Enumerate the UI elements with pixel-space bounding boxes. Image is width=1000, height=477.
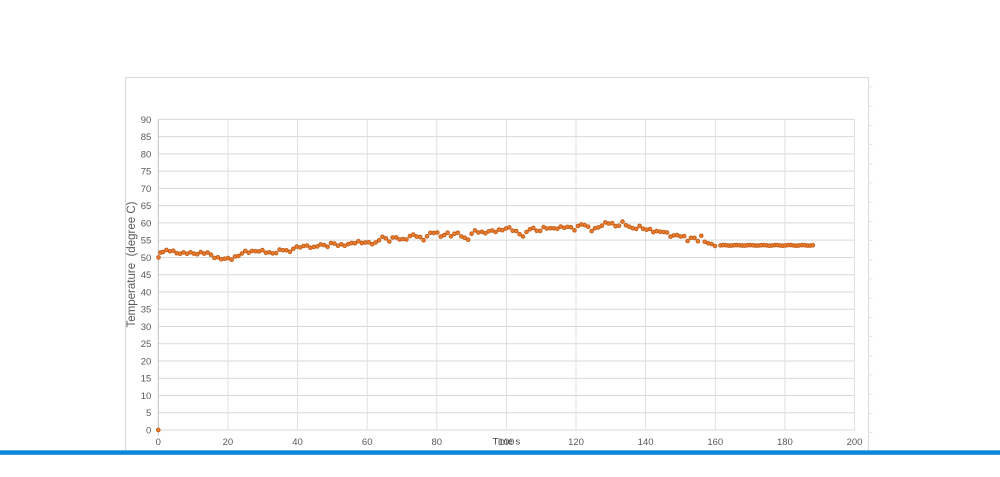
svg-text:20: 20 (223, 437, 234, 448)
svg-text:30: 30 (141, 322, 152, 333)
svg-text:40: 40 (292, 437, 303, 448)
svg-text:40: 40 (141, 287, 152, 298)
svg-text:60: 60 (141, 218, 152, 229)
svg-text:25: 25 (141, 339, 152, 350)
svg-text:200: 200 (847, 437, 863, 448)
svg-text:65: 65 (141, 201, 152, 212)
svg-text:0: 0 (156, 437, 161, 448)
svg-text:70: 70 (141, 184, 152, 195)
svg-text:Time s: Time s (493, 437, 521, 447)
svg-text:Temperature (degree C): Temperature (degree C) (126, 201, 138, 327)
svg-text:35: 35 (141, 305, 152, 316)
svg-text:10: 10 (141, 391, 152, 402)
svg-text:60: 60 (362, 437, 373, 448)
svg-text:45: 45 (141, 270, 152, 281)
svg-text:180: 180 (777, 437, 793, 448)
svg-text:15: 15 (141, 374, 152, 385)
svg-text:85: 85 (141, 132, 152, 143)
svg-text:75: 75 (141, 167, 152, 178)
svg-text:20: 20 (141, 356, 152, 367)
svg-text:55: 55 (141, 236, 152, 247)
svg-text:160: 160 (707, 437, 723, 448)
svg-text:5: 5 (146, 408, 151, 419)
svg-text:80: 80 (141, 149, 152, 160)
svg-text:80: 80 (432, 437, 443, 448)
svg-text:120: 120 (568, 437, 584, 448)
svg-text:0: 0 (146, 425, 151, 436)
svg-text:90: 90 (141, 115, 152, 126)
svg-text:50: 50 (141, 253, 152, 264)
svg-text:140: 140 (638, 437, 654, 448)
svg-text:100: 100 (498, 437, 514, 448)
